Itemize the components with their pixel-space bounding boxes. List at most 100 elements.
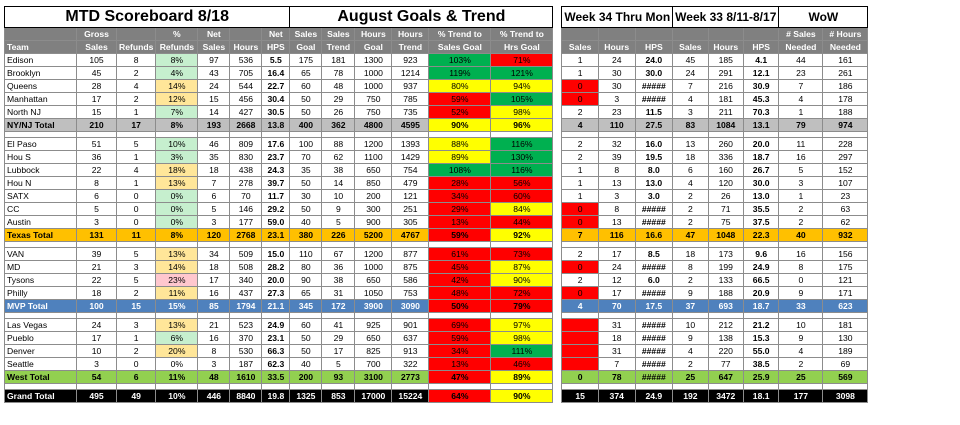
w33-hps-cell: 20.9 <box>742 286 780 300</box>
w34-hours-cell: 32 <box>597 137 636 151</box>
pct-refunds-cell: 8% <box>155 53 199 67</box>
header-pct-trend-sales-1: % Trend to <box>428 27 492 41</box>
sales-trend-cell: 5 <box>321 215 356 229</box>
net-hps-cell: 66.3 <box>261 344 291 358</box>
pct-trend-hrs-cell: 56% <box>490 176 554 190</box>
team-name: West Total <box>4 370 77 384</box>
w34-hps-cell: ##### <box>634 260 674 274</box>
net-sales-cell: 6 <box>197 189 231 203</box>
w34-hours-cell: 116 <box>597 228 636 242</box>
hours-cell: 509 <box>229 247 263 261</box>
pct-refunds-cell: 10% <box>155 137 199 151</box>
team-name: MVP Total <box>4 299 77 313</box>
header-gross-sales-2: Sales <box>76 40 117 54</box>
w34-sales-cell <box>561 344 599 358</box>
hours-trend-cell: 586 <box>391 273 430 287</box>
w33-sales-cell: 13 <box>672 137 709 151</box>
header-hours-goal-2: Goal <box>354 40 393 54</box>
sales-trend-cell: 226 <box>321 228 356 242</box>
refunds-cell: 2 <box>115 286 157 300</box>
pct-trend-hrs-cell: 98% <box>490 105 554 119</box>
net-sales-cell: 15 <box>197 92 231 106</box>
pct-trend-hrs-cell: 121% <box>490 66 554 80</box>
w34-hps-cell: ##### <box>634 318 674 332</box>
w34-sales-cell: 0 <box>561 286 599 300</box>
net-sales-cell: 7 <box>197 176 231 190</box>
hours-needed-cell: 171 <box>822 286 869 300</box>
hours-goal-cell: 200 <box>354 189 393 203</box>
pct-trend-sales-cell: 13% <box>428 357 492 371</box>
w33-hours-cell: 181 <box>707 92 744 106</box>
w33-hours-cell: 26 <box>707 189 744 203</box>
w34-sales-cell: 1 <box>561 53 599 67</box>
sales-needed-cell: 10 <box>778 318 824 332</box>
pct-trend-sales-cell: 61% <box>428 247 492 261</box>
pct-trend-sales-cell: 34% <box>428 344 492 358</box>
w33-hps-cell: 20.0 <box>742 137 780 151</box>
w34-hours-cell: 24 <box>597 53 636 67</box>
hours-trend-cell: 2773 <box>391 370 430 384</box>
w34-hours-cell: 8 <box>597 202 636 216</box>
sales-goal-cell: 400 <box>289 118 323 132</box>
hours-goal-cell: 1200 <box>354 137 393 151</box>
header-team-spacer <box>4 27 77 41</box>
pct-trend-hrs-cell: 130% <box>490 150 554 164</box>
refunds-cell: 2 <box>115 92 157 106</box>
region-total-row: MVP Total 100 15 15% 85 1794 21.1 345 172 3900 309… <box>4 299 869 313</box>
pct-trend-sales-cell: 52% <box>428 105 492 119</box>
sales-needed-cell: 0 <box>778 273 824 287</box>
header-w34-hours-1 <box>597 27 636 41</box>
sales-needed-cell: 16 <box>778 247 824 261</box>
net-hps-cell: 22.7 <box>261 79 291 93</box>
w33-hours-cell: 693 <box>707 299 744 313</box>
net-hps-cell: 19.8 <box>261 389 291 403</box>
w34-hours-cell: 13 <box>597 215 636 229</box>
hours-needed-cell: 186 <box>822 79 869 93</box>
pct-refunds-cell: 15% <box>155 299 199 313</box>
gross-sales-cell: 15 <box>76 105 117 119</box>
sales-goal-cell: 60 <box>289 318 323 332</box>
pct-trend-hrs-cell: 92% <box>490 228 554 242</box>
team-name: Manhattan <box>4 92 77 106</box>
section-divider <box>552 176 562 190</box>
section-divider <box>552 163 562 177</box>
w34-sales-cell: 2 <box>561 273 599 287</box>
section-divider <box>552 118 562 132</box>
table-row: SATX 6 0 0% 6 70 11.7 30 10 200 121 34% 60% 1 3 3.0 2 26 1… <box>4 189 869 203</box>
w33-hps-cell: 9.6 <box>742 247 780 261</box>
w33-hours-cell: 220 <box>707 344 744 358</box>
w33-sales-cell: 4 <box>672 344 709 358</box>
w34-sales-cell: 0 <box>561 92 599 106</box>
header-w33-hps-1 <box>742 27 780 41</box>
net-sales-cell: 21 <box>197 318 231 332</box>
pct-refunds-cell: 0% <box>155 189 199 203</box>
w34-sales-cell <box>561 331 599 345</box>
net-hps-cell: 30.5 <box>261 105 291 119</box>
section-divider <box>552 260 562 274</box>
w33-sales-cell: 2 <box>672 215 709 229</box>
w33-sales-cell: 8 <box>672 260 709 274</box>
sales-trend-cell: 67 <box>321 247 356 261</box>
hours-cell: 530 <box>229 344 263 358</box>
hours-trend-cell: 305 <box>391 215 430 229</box>
w33-hps-cell: 18.1 <box>742 389 780 403</box>
w33-sales-cell: 4 <box>672 92 709 106</box>
section-divider <box>552 344 562 358</box>
team-name: Philly <box>4 286 77 300</box>
w34-hours-cell: 8 <box>597 163 636 177</box>
table-row: Austin 3 0 0% 3 177 59.0 40 5 900 305 13% 44% 0 13 ####… <box>4 215 869 229</box>
hours-needed-cell: 175 <box>822 260 869 274</box>
refunds-cell: 0 <box>115 202 157 216</box>
gross-sales-cell: 18 <box>76 286 117 300</box>
net-sales-cell: 14 <box>197 105 231 119</box>
w33-sales-cell: 18 <box>672 150 709 164</box>
region-total-row: NY/NJ Total 210 17 8% 193 2668 13.8 400 362 4800 4… <box>4 118 869 132</box>
w34-hps-cell: ##### <box>634 215 674 229</box>
pct-trend-hrs-cell: 89% <box>490 370 554 384</box>
hours-cell: 8840 <box>229 389 263 403</box>
w34-sales-cell: 1 <box>561 176 599 190</box>
gross-sales-cell: 100 <box>76 299 117 313</box>
section-divider <box>552 318 562 332</box>
header-hours: Hours <box>229 40 263 54</box>
sales-trend-cell: 62 <box>321 150 356 164</box>
